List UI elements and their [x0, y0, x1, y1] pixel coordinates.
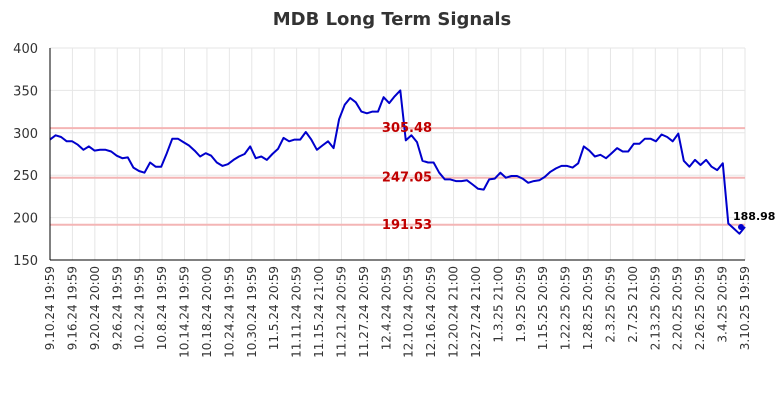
x-tick-label: 11.15.24 21:00 — [312, 266, 326, 358]
x-tick-label: 11.11.24 20:59 — [290, 266, 304, 358]
x-tick-label: 1.22.25 20:59 — [559, 266, 573, 350]
x-tick-label: 1.28.25 20:59 — [581, 266, 595, 350]
last-price-label: 188.98 — [733, 210, 775, 223]
x-tick-label: 10.8.24 19:59 — [155, 266, 169, 350]
x-tick-label: 2.7.25 21:00 — [626, 266, 640, 343]
x-tick-label: 1.15.25 20:59 — [536, 266, 550, 350]
last-price-marker — [738, 223, 744, 230]
x-tick-label: 9.20.24 20:00 — [88, 266, 102, 350]
x-tick-label: 9.26.24 19:59 — [110, 266, 124, 350]
y-tick-label: 200 — [13, 212, 38, 227]
label-layer: 305.48 247.05 191.53 188.98 — [382, 121, 776, 233]
x-tick-label: 2.3.25 20:59 — [603, 266, 617, 343]
x-tick-label: 12.10.24 20:59 — [402, 266, 416, 358]
x-tick-label: 1.9.25 20:59 — [514, 266, 528, 343]
x-tick-label: 11.21.24 20:59 — [334, 266, 348, 358]
x-tick-label: 12.16.24 20:59 — [424, 266, 438, 358]
x-tick-label: 2.26.25 20:59 — [693, 266, 707, 350]
y-tick-label: 250 — [13, 169, 38, 184]
y-tick-label: 350 — [13, 84, 38, 99]
x-tick-label: 12.4.24 20:59 — [379, 266, 393, 350]
signal-label: 305.48 — [382, 121, 432, 136]
x-tick-label: 10.30.24 19:59 — [245, 266, 259, 358]
signal-label: 191.53 — [382, 218, 432, 233]
signal-label: 247.05 — [382, 171, 432, 186]
y-tick-label: 300 — [13, 127, 38, 142]
x-tick-label: 10.24.24 19:59 — [222, 266, 236, 358]
x-tick-label: 10.18.24 20:00 — [200, 266, 214, 358]
y-tick-label: 150 — [13, 254, 38, 269]
x-tick-label: 12.27.24 21:00 — [469, 266, 483, 358]
x-tick-label: 3.10.25 19:59 — [738, 266, 752, 350]
axis-layer: 150 200 250 300 350 400 9.10.24 19:59 9.16.24 1… — [13, 42, 752, 358]
x-tick-label: 2.20.25 20:59 — [671, 266, 685, 350]
x-tick-label: 2.13.25 20:59 — [648, 266, 662, 350]
x-tick-label: 11.27.24 20:59 — [357, 266, 371, 358]
x-tick-label: 9.16.24 19:59 — [65, 266, 79, 350]
signal-lines — [50, 127, 745, 226]
x-tick-label: 1.3.25 21:00 — [491, 266, 505, 343]
y-tick-label: 400 — [13, 42, 38, 57]
x-tick-label: 10.14.24 19:59 — [178, 266, 192, 358]
series-layer — [49, 89, 746, 235]
chart-title: MDB Long Term Signals — [273, 9, 512, 30]
x-tick-label: 9.10.24 19:59 — [43, 266, 57, 350]
x-tick-label: 3.4.25 20:59 — [716, 266, 730, 343]
x-tick-label: 11.5.24 20:59 — [267, 266, 281, 350]
price-line — [49, 89, 746, 235]
x-tick-label: 12.20.24 21:00 — [447, 266, 461, 358]
x-tick-label: 10.2.24 19:59 — [133, 266, 147, 350]
